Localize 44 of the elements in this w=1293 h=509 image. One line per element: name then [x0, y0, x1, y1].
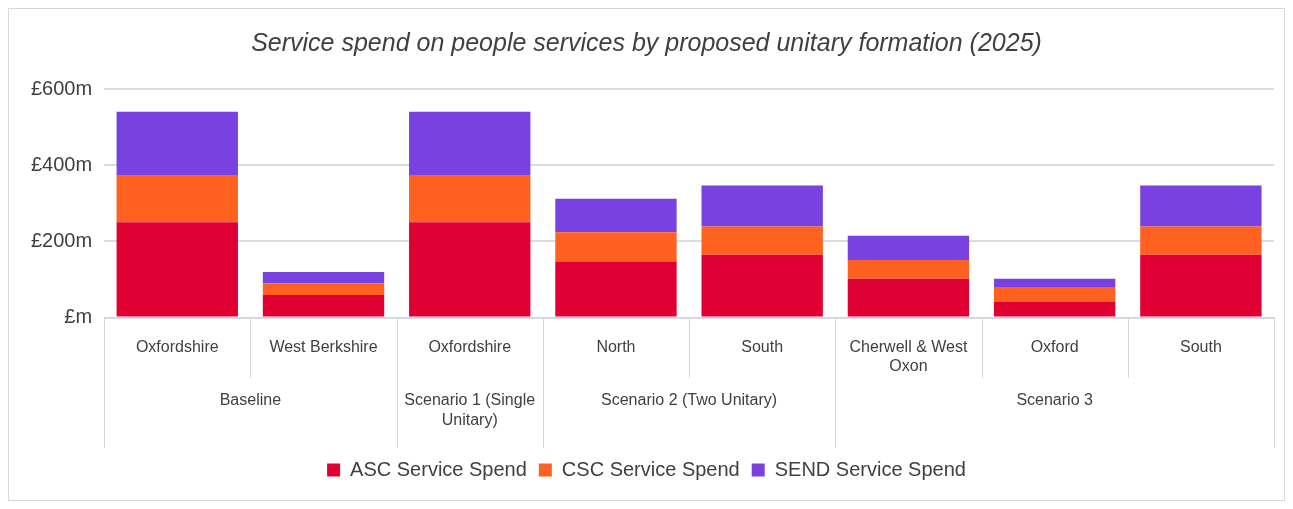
bar [1140, 185, 1262, 227]
bar [701, 254, 823, 317]
bar [701, 226, 823, 255]
x-tick-label: West Berkshire [269, 337, 378, 355]
y-tick-label: £400m [31, 152, 93, 175]
text: Scenario 2 (Two Unitary) [601, 391, 778, 409]
legend-label: ASC Service Spend [350, 457, 527, 480]
bar [1140, 226, 1262, 255]
bar [116, 222, 238, 317]
bar [409, 222, 531, 317]
bar [847, 260, 970, 279]
bar [555, 198, 677, 233]
legend-label: SEND Service Spend [774, 457, 966, 480]
bar [116, 111, 238, 176]
bar [847, 278, 970, 317]
bar [262, 295, 385, 317]
text: Scenario 1 (Single Unitary) [404, 391, 536, 429]
x-tick-label: Cherwell & West Oxon [849, 337, 968, 374]
bar [116, 175, 238, 223]
y-tick-label: £200m [31, 228, 93, 251]
x-tick-label: Oxfordshire [135, 337, 219, 355]
x-tick-label: Oxfordshire [428, 337, 512, 355]
bar [1140, 254, 1262, 317]
bar [701, 185, 823, 227]
chart-title: Service spend on people services by proposed unitary formation (2025) [251, 27, 1042, 56]
bar [555, 261, 677, 317]
y-tick-label: £600m [31, 76, 93, 99]
bar [262, 271, 385, 284]
text: Scenario 3 [1016, 391, 1093, 409]
x-tick-label: South [741, 337, 784, 355]
bar [409, 175, 531, 223]
x-tick-label: North [596, 337, 636, 355]
bar [993, 287, 1116, 302]
bar [555, 232, 677, 262]
x-tick-label: Oxford [1030, 337, 1079, 355]
bar [409, 111, 531, 176]
legend-label: CSC Service Spend [561, 457, 740, 480]
x-tick-label: South [1179, 337, 1222, 355]
bar [993, 278, 1116, 288]
y-tick-label: £m [64, 305, 93, 328]
text: Baseline [219, 391, 282, 409]
bar [262, 283, 385, 296]
bar [847, 235, 970, 261]
bar [993, 301, 1116, 317]
